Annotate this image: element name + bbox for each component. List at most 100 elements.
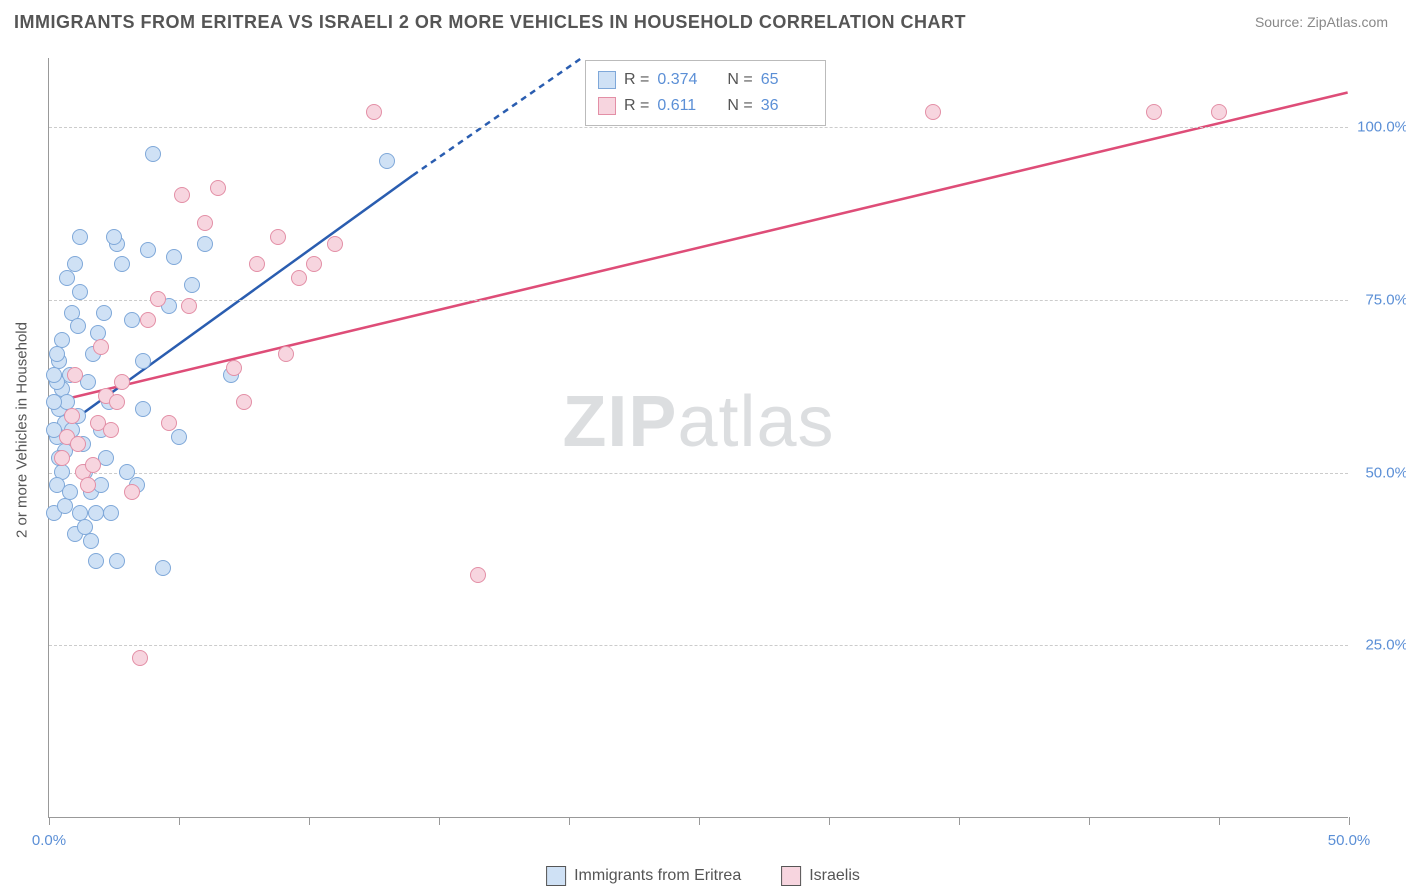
- data-point: [197, 236, 213, 252]
- data-point: [184, 277, 200, 293]
- x-tick: [1349, 817, 1350, 825]
- stat-row-israelis: R = 0.611 N = 36: [598, 93, 813, 119]
- x-tick: [179, 817, 180, 825]
- data-point: [150, 291, 166, 307]
- data-point: [181, 298, 197, 314]
- data-point: [366, 104, 382, 120]
- data-point: [96, 305, 112, 321]
- source-label: Source: ZipAtlas.com: [1255, 14, 1388, 30]
- data-point: [67, 256, 83, 272]
- data-point: [197, 215, 213, 231]
- x-tick: [569, 817, 570, 825]
- r-value-israelis: 0.611: [657, 97, 709, 115]
- data-point: [80, 477, 96, 493]
- correlation-stat-box: R = 0.374 N = 65 R = 0.611 N = 36: [585, 60, 826, 126]
- y-tick-label: 75.0%: [1353, 291, 1406, 308]
- data-point: [249, 256, 265, 272]
- swatch-eritrea: [598, 71, 616, 89]
- data-point: [109, 553, 125, 569]
- x-tick-label: 0.0%: [32, 832, 66, 849]
- data-point: [1211, 104, 1227, 120]
- legend-swatch-eritrea: [546, 866, 566, 886]
- gridline: [49, 645, 1348, 646]
- chart-title: IMMIGRANTS FROM ERITREA VS ISRAELI 2 OR …: [14, 12, 966, 33]
- data-point: [278, 346, 294, 362]
- data-point: [106, 229, 122, 245]
- r-label: R =: [624, 97, 649, 115]
- data-point: [54, 450, 70, 466]
- data-point: [70, 436, 86, 452]
- data-point: [171, 429, 187, 445]
- n-label: N =: [727, 71, 752, 89]
- data-point: [925, 104, 941, 120]
- swatch-israelis: [598, 97, 616, 115]
- data-point: [93, 339, 109, 355]
- x-tick: [309, 817, 310, 825]
- data-point: [109, 394, 125, 410]
- data-point: [270, 229, 286, 245]
- data-point: [88, 505, 104, 521]
- legend-label-israelis: Israelis: [809, 867, 860, 885]
- data-point: [103, 422, 119, 438]
- r-label: R =: [624, 71, 649, 89]
- data-point: [64, 408, 80, 424]
- data-point: [306, 256, 322, 272]
- data-point: [119, 464, 135, 480]
- data-point: [67, 367, 83, 383]
- data-point: [291, 270, 307, 286]
- data-point: [379, 153, 395, 169]
- n-label: N =: [727, 97, 752, 115]
- data-point: [166, 249, 182, 265]
- y-tick-label: 50.0%: [1353, 464, 1406, 481]
- trend-lines: [49, 58, 1348, 817]
- watermark: ZIPatlas: [562, 381, 834, 463]
- legend-item-eritrea: Immigrants from Eritrea: [546, 866, 741, 886]
- data-point: [57, 498, 73, 514]
- watermark-thin: atlas: [677, 382, 834, 462]
- x-tick: [959, 817, 960, 825]
- bottom-legend: Immigrants from Eritrea Israelis: [546, 866, 860, 886]
- x-tick: [1219, 817, 1220, 825]
- data-point: [72, 284, 88, 300]
- gridline: [49, 127, 1348, 128]
- gridline: [49, 473, 1348, 474]
- data-point: [174, 187, 190, 203]
- data-point: [88, 553, 104, 569]
- data-point: [135, 401, 151, 417]
- data-point: [140, 242, 156, 258]
- gridline: [49, 300, 1348, 301]
- data-point: [135, 353, 151, 369]
- y-axis-label: 2 or more Vehicles in Household: [14, 322, 31, 538]
- x-tick: [49, 817, 50, 825]
- r-value-eritrea: 0.374: [657, 71, 709, 89]
- legend-item-israelis: Israelis: [781, 866, 860, 886]
- data-point: [470, 567, 486, 583]
- data-point: [155, 560, 171, 576]
- data-point: [1146, 104, 1162, 120]
- y-tick-label: 25.0%: [1353, 637, 1406, 654]
- data-point: [140, 312, 156, 328]
- data-point: [85, 457, 101, 473]
- x-tick: [829, 817, 830, 825]
- data-point: [70, 318, 86, 334]
- x-tick: [439, 817, 440, 825]
- data-point: [59, 270, 75, 286]
- data-point: [145, 146, 161, 162]
- data-point: [83, 533, 99, 549]
- stat-row-eritrea: R = 0.374 N = 65: [598, 67, 813, 93]
- data-point: [161, 415, 177, 431]
- x-tick: [1089, 817, 1090, 825]
- legend-label-eritrea: Immigrants from Eritrea: [574, 867, 741, 885]
- data-point: [236, 394, 252, 410]
- x-tick-label: 50.0%: [1328, 832, 1371, 849]
- data-point: [124, 484, 140, 500]
- data-point: [114, 256, 130, 272]
- data-point: [49, 346, 65, 362]
- data-point: [226, 360, 242, 376]
- data-point: [210, 180, 226, 196]
- plot-area: ZIPatlas R = 0.374 N = 65 R = 0.611 N = …: [48, 58, 1348, 818]
- data-point: [103, 505, 119, 521]
- y-tick-label: 100.0%: [1353, 119, 1406, 136]
- data-point: [72, 229, 88, 245]
- watermark-bold: ZIP: [562, 382, 677, 462]
